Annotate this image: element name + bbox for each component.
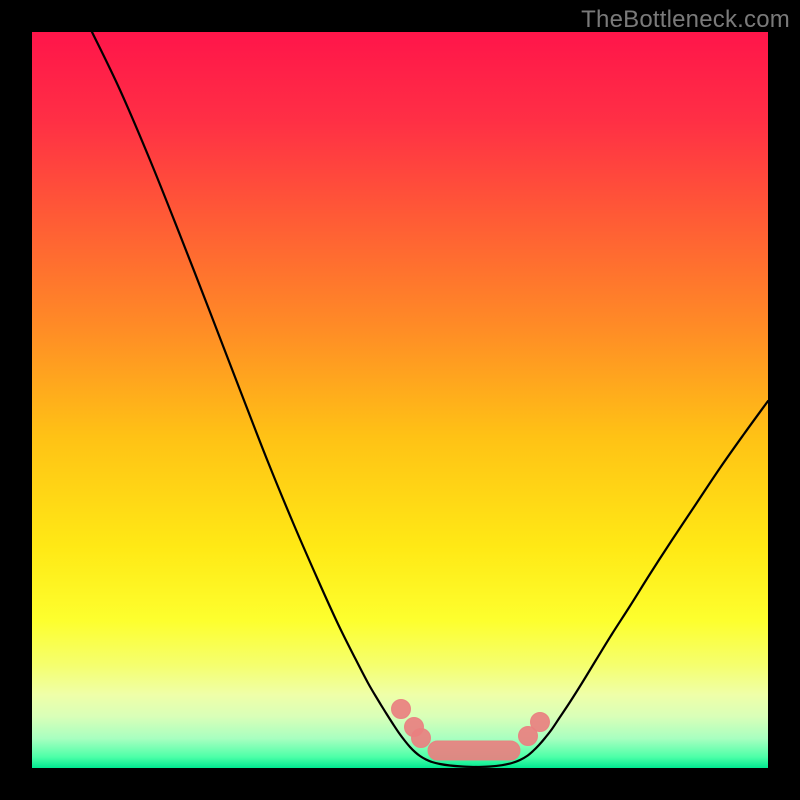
marker-pill [428, 741, 520, 760]
right-curve [476, 401, 768, 767]
watermark-text: TheBottleneck.com [581, 6, 790, 34]
chart-frame: TheBottleneck.com [0, 0, 800, 800]
curves-layer [0, 0, 800, 800]
marker-dot [412, 729, 431, 748]
left-curve [92, 32, 476, 767]
marker-dot [531, 713, 550, 732]
marker-dot [392, 700, 411, 719]
